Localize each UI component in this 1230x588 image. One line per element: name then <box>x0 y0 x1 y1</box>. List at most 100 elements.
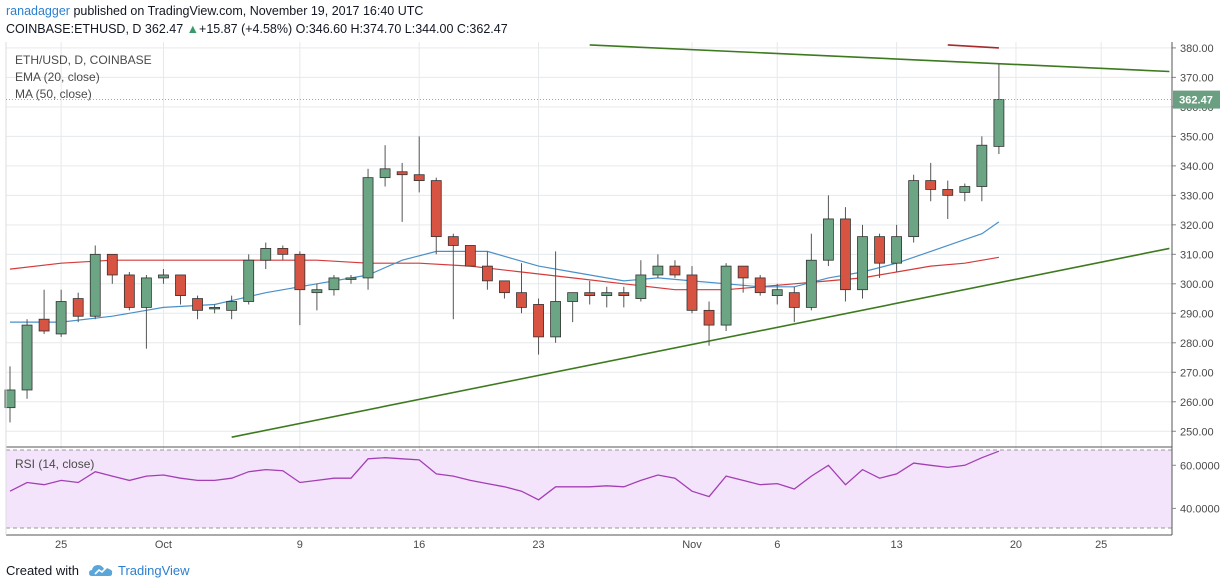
candle-body-up <box>635 274 647 299</box>
high-value: 374.70 <box>363 22 402 36</box>
candle-body-down <box>481 265 493 282</box>
open-value: 346.60 <box>308 22 348 36</box>
candle <box>584 280 596 305</box>
candle <box>601 286 613 308</box>
candle <box>123 272 135 311</box>
price-change: +15.87 (+4.58%) <box>199 22 293 36</box>
footer: Created with TradingView <box>0 554 1230 588</box>
candle-body-down <box>192 298 203 311</box>
candle-body-up <box>243 259 255 302</box>
chart-container[interactable]: 250.00 260.00 270.00 280.00 290.00 300.00 310.… <box>0 40 1230 557</box>
trendlines <box>231 44 1170 438</box>
tradingview-cloud-icon[interactable] <box>88 561 114 581</box>
candle <box>925 162 937 202</box>
candle-body-down <box>686 274 698 311</box>
candle <box>976 136 988 202</box>
last-price-label: 362.47 <box>1179 95 1213 107</box>
candle-body-up <box>959 186 971 193</box>
candle-body-up <box>993 99 1005 147</box>
candle <box>396 162 408 222</box>
candle <box>311 283 323 311</box>
candle-body-up <box>550 301 561 338</box>
candle-body-up <box>226 301 238 311</box>
candle-body-down <box>874 236 885 264</box>
candle <box>430 177 442 255</box>
candle-body-down <box>123 274 135 308</box>
candle-body-down <box>788 292 800 308</box>
price-tick-label: 250.00 <box>1180 426 1214 438</box>
candle <box>21 319 33 399</box>
candle-body-up <box>260 248 272 261</box>
candle <box>260 242 272 270</box>
open-label: O: <box>295 22 309 36</box>
candle-body-down <box>754 277 766 294</box>
trendline-upper-red <box>947 44 999 49</box>
legend-rsi: RSI (14, close) <box>15 457 94 471</box>
candle <box>89 245 101 320</box>
candle <box>243 254 255 305</box>
candle <box>516 263 527 314</box>
candles <box>4 63 1005 423</box>
author-link[interactable]: ranadagger <box>6 4 70 18</box>
candle <box>788 286 800 323</box>
legend-ema: EMA (20, close) <box>15 70 100 84</box>
candle <box>908 174 920 243</box>
candle <box>840 207 851 302</box>
candle <box>891 224 902 273</box>
candle <box>857 224 868 299</box>
price-tick-label: 380.00 <box>1180 43 1214 55</box>
tradingview-link[interactable]: TradingView <box>118 563 190 578</box>
candle <box>635 260 647 302</box>
time-tick-label: 25 <box>55 539 67 551</box>
price-tick-label: 370.00 <box>1180 72 1214 84</box>
candle-body-down <box>72 298 84 317</box>
candle <box>209 304 221 314</box>
candle <box>481 251 493 290</box>
candle-body-down <box>584 292 596 297</box>
candle-body-down <box>38 318 50 332</box>
price-tick-label: 310.00 <box>1180 249 1214 261</box>
candle-body-down <box>413 174 425 181</box>
legend: ETH/USD, D, COINBASE EMA (20, close) MA … <box>15 53 152 471</box>
price-tick-label: 350.00 <box>1180 131 1214 143</box>
rsi-tick-label: 60.0000 <box>1180 460 1220 472</box>
candle <box>805 233 817 311</box>
candle <box>413 136 425 193</box>
candle <box>175 274 186 305</box>
candle <box>686 266 698 314</box>
candle-body-up <box>805 259 817 308</box>
grid <box>6 42 1172 530</box>
price-tick-label: 290.00 <box>1180 308 1214 320</box>
candle-body-up <box>362 177 374 279</box>
candle <box>192 295 203 320</box>
time-tick-label: 6 <box>774 539 780 551</box>
candle <box>106 253 118 284</box>
candle <box>140 274 152 349</box>
moving-averages <box>9 221 1000 323</box>
candle <box>959 183 971 202</box>
close-label: C: <box>456 22 470 36</box>
axes: 250.00 260.00 270.00 280.00 290.00 300.00 310.… <box>5 42 1220 551</box>
time-tick-label: 9 <box>297 539 303 551</box>
candle-body-down <box>618 292 630 297</box>
candle-body-down <box>175 274 186 297</box>
candle-body-down <box>277 248 289 255</box>
ma50-line <box>9 256 1000 291</box>
candle <box>55 289 67 337</box>
ohlc-bar: COINBASE:ETHUSD, D 362.47 ▲+15.87 (+4.58… <box>6 22 508 36</box>
candle <box>499 280 510 299</box>
candle-body-up <box>908 180 920 238</box>
candle-body-up <box>89 253 101 317</box>
trendline-support <box>231 247 1170 438</box>
time-tick-label: 13 <box>890 539 902 551</box>
symbol-label: COINBASE:ETHUSD, D <box>6 22 142 36</box>
candle <box>379 145 391 187</box>
candle-body-down <box>516 292 527 308</box>
candle <box>550 251 561 343</box>
candle <box>618 286 630 308</box>
legend-title: ETH/USD, D, COINBASE <box>15 53 152 67</box>
candle <box>4 366 16 423</box>
candle <box>294 251 306 326</box>
price-chart[interactable]: 250.00 260.00 270.00 280.00 290.00 300.00 310.… <box>0 40 1230 552</box>
candle-body-up <box>567 292 579 302</box>
